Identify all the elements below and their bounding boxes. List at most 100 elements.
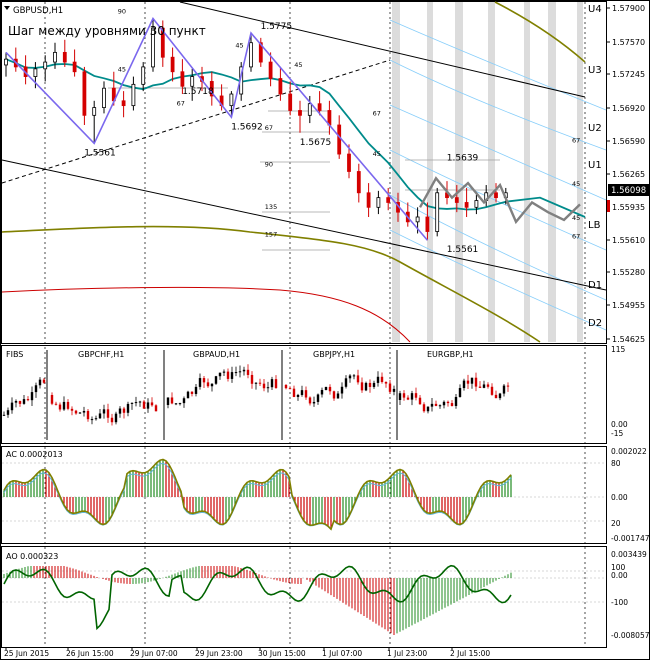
fibs-body (222, 371, 226, 373)
ao-tick-1: 100 (611, 563, 626, 572)
candle-body-18 (180, 71, 185, 87)
fibs-body (372, 382, 376, 387)
candle-body-7 (72, 61, 77, 73)
candle-body-48 (474, 200, 479, 208)
time-band-6 (577, 2, 583, 342)
fibs-body (86, 410, 90, 420)
fibs-body (82, 410, 86, 413)
fib-mark-13: 45 (572, 214, 580, 222)
fib-mark-5: 67 (265, 124, 273, 132)
fibs-pair-label-0: GBPCHF,H1 (78, 350, 124, 359)
price-tick-label-6: 1.55935 (612, 203, 645, 212)
candle-body-15 (151, 27, 155, 68)
fibs-body (458, 388, 462, 397)
ao-tick-2: 0.00 (611, 571, 628, 580)
candle-body-23 (229, 93, 234, 107)
fibs-body (234, 372, 238, 374)
fibs-body (466, 380, 470, 384)
fib-mark-9: 135 (265, 203, 277, 211)
panel-frame-3 (1, 546, 607, 648)
fibs-body (506, 385, 510, 387)
fibs-body (130, 402, 134, 404)
fib-mark-2: 67 (177, 100, 185, 108)
level-label-u4: U4 (588, 4, 602, 15)
fibs-body (154, 405, 158, 412)
fibs-body (122, 408, 126, 413)
candle-body-28 (278, 78, 283, 95)
fibs-body (210, 383, 214, 387)
fibs-body (320, 389, 324, 395)
price-tick-label-5: 1.56265 (612, 170, 645, 179)
fibs-body (62, 401, 66, 410)
fib-mark-14: 67 (572, 232, 580, 240)
fibs-body (502, 385, 506, 394)
fibs-body (470, 377, 474, 384)
candle-body-47 (464, 202, 469, 208)
zigzag-price-label-6: 1.5561 (447, 245, 479, 255)
fibs-body (246, 369, 250, 375)
fibs-body (262, 383, 266, 389)
fibs-body (174, 403, 178, 405)
ac-main-line (3, 458, 512, 531)
olive-ma-upper (494, 1, 586, 63)
fibs-body (292, 388, 296, 397)
fibs-tick-2: -15 (611, 429, 623, 438)
fibs-body (218, 372, 222, 377)
candle-body-6 (62, 51, 67, 63)
fibs-body (102, 409, 106, 414)
fibs-body (352, 375, 356, 377)
fibs-body (54, 403, 58, 405)
fibs-body (442, 401, 446, 406)
fibs-body (18, 401, 22, 404)
time-band-3 (488, 2, 495, 342)
time-band-1 (427, 2, 433, 342)
zigzag-price-label-0: 1.5561 (84, 148, 116, 158)
candle-body-5 (53, 51, 57, 63)
candle-body-43 (425, 216, 430, 232)
fibs-body (348, 375, 352, 379)
zigzag-price-label-2: 1.5692 (231, 122, 263, 132)
fibs-body (58, 404, 62, 410)
time-tick-label-1: 26 Jun 15:00 (66, 649, 114, 658)
candle-body-36 (356, 171, 361, 194)
fibs-body (422, 404, 426, 412)
ac-tick-1: 80 (611, 459, 621, 468)
zigzag-price-label-3: 1.5775 (261, 22, 293, 32)
fibs-body (118, 408, 122, 414)
fibs-body (340, 386, 344, 394)
ac-signal-line (3, 462, 512, 531)
chart-symbol: GBPUSD,H1 (13, 6, 63, 16)
fibs-body (388, 383, 392, 392)
fibs-body (430, 403, 434, 407)
candle-body-37 (366, 192, 371, 208)
fibs-body (406, 397, 410, 400)
fibs-body (328, 386, 332, 392)
fib-mark-10: 157 (265, 230, 277, 238)
channel-upper-line (179, 1, 586, 98)
fibs-body (10, 402, 14, 411)
candle-body-44 (435, 192, 440, 232)
ac-tick-3: 20 (611, 519, 621, 528)
fibs-body (478, 386, 482, 388)
fibs-body (490, 386, 494, 395)
time-band-4 (524, 2, 530, 342)
fibs-tick-0: 115 (611, 345, 626, 354)
olive-ma-lower (1, 225, 541, 343)
fibs-body (486, 384, 490, 387)
fibs-body (178, 403, 182, 405)
fibs-body (392, 388, 396, 392)
time-tick-label-5: 1 Jul 07:00 (322, 649, 362, 658)
fibs-body (90, 419, 94, 421)
fibs-body (356, 375, 360, 383)
fibs-body (146, 402, 150, 409)
candle-body-16 (160, 27, 165, 58)
ao-tick-4: -0.008057 (611, 631, 650, 640)
fibs-body (226, 371, 230, 379)
time-band-2 (455, 2, 463, 342)
light-band-5 (389, 229, 607, 331)
fibs-body (402, 393, 406, 398)
fibs-body (106, 409, 110, 418)
light-band-2 (389, 104, 607, 201)
price-tick-label-4: 1.56590 (612, 137, 645, 146)
